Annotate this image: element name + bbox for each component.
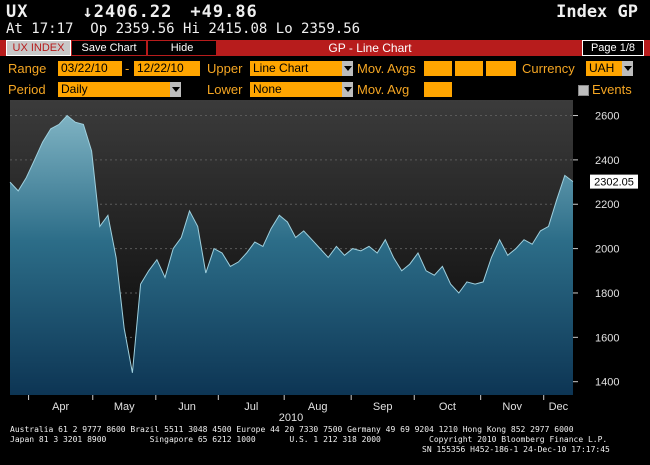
- save-chart-button[interactable]: Save Chart: [72, 41, 146, 55]
- y-axis: 1400 1600 1800 2000 2200 2400 2600: [573, 111, 619, 389]
- period-dropdown-icon[interactable]: [170, 82, 181, 97]
- last-price: ↓2406.22: [82, 2, 173, 22]
- x-tick-label: Jun: [178, 401, 196, 413]
- function-name: Index GP: [556, 2, 638, 22]
- mov-avg-lower-field[interactable]: [424, 82, 452, 97]
- low-value: Lo 2359.56: [275, 21, 361, 37]
- y-tick-label: 1800: [595, 288, 619, 300]
- footer-phones-1: Australia 61 2 9777 8600 Brazil 5511 304…: [10, 425, 574, 434]
- y-tick-label: 2000: [595, 244, 619, 256]
- ohlc-line: At 17:17 Op 2359.56 Hi 2415.08 Lo 2359.5…: [6, 21, 360, 37]
- x-tick-label: Apr: [52, 401, 69, 413]
- lower-select[interactable]: None: [250, 82, 342, 97]
- range-end-field[interactable]: 12/22/10: [134, 61, 200, 76]
- last-value-label: 2302.05: [594, 177, 634, 189]
- y-tick-label: 2200: [595, 199, 619, 211]
- y-tick-label: 1400: [595, 377, 619, 389]
- range-start-field[interactable]: 03/22/10: [58, 61, 122, 76]
- lower-label: Lower: [207, 82, 243, 97]
- upper-label: Upper: [207, 61, 243, 76]
- range-separator: -: [125, 61, 130, 76]
- x-tick-label: Dec: [549, 401, 569, 413]
- mov-avg-field-2[interactable]: [455, 61, 483, 76]
- security-button[interactable]: UX INDEX: [6, 40, 71, 56]
- upper-select[interactable]: Line Chart: [250, 61, 342, 76]
- price-line: [9, 114, 574, 373]
- upper-dropdown-icon[interactable]: [342, 61, 353, 76]
- mov-avg-field-3[interactable]: [486, 61, 516, 76]
- events-checkbox[interactable]: [578, 85, 589, 96]
- line-chart: 1400 1600 1800 2000 2200 2400 2600 Apr May Jun Ju…: [9, 100, 638, 424]
- currency-select[interactable]: UAH: [586, 61, 622, 76]
- lower-dropdown-icon[interactable]: [342, 82, 353, 97]
- mov-avg-field-1[interactable]: [424, 61, 452, 76]
- x-axis-year-label: 2010: [279, 412, 303, 424]
- x-tick-label: Aug: [308, 401, 328, 413]
- ticker-symbol: UX: [6, 2, 29, 22]
- events-label: Events: [592, 82, 632, 97]
- currency-label: Currency: [522, 61, 575, 76]
- open-value: Op 2359.56: [90, 21, 175, 37]
- price-area: [10, 115, 573, 395]
- footer-phones-2: Japan 81 3 3201 8900 Singapore 65 6212 1…: [10, 435, 608, 444]
- quote-line: UX ↓2406.22 +49.86: [6, 2, 258, 22]
- price-change: +49.86: [190, 2, 258, 22]
- page-indicator[interactable]: Page 1/8: [582, 40, 644, 56]
- y-tick-label: 2400: [595, 155, 619, 167]
- chart-title: GP - Line Chart: [328, 41, 412, 55]
- time-label: At 17:17: [6, 21, 74, 37]
- x-tick-label: Nov: [502, 401, 522, 413]
- mov-avg-label: Mov. Avg: [357, 82, 410, 97]
- x-tick-label: Oct: [439, 401, 456, 413]
- y-tick-label: 1600: [595, 332, 619, 344]
- mov-avgs-label: Mov. Avgs: [357, 61, 416, 76]
- hide-button[interactable]: Hide: [148, 41, 216, 55]
- footer-serial: SN 155356 H452-186-1 24-Dec-10 17:17:45: [422, 445, 610, 454]
- x-tick-label: Sep: [373, 401, 393, 413]
- high-value: Hi 2415.08: [183, 21, 268, 37]
- last-value-tag: 2302.05: [590, 174, 638, 189]
- period-select[interactable]: Daily: [58, 82, 170, 97]
- y-tick-label: 2600: [595, 111, 619, 123]
- x-axis: Apr May Jun Jul Aug Sep Oct Nov Dec: [28, 395, 569, 413]
- x-tick-label: May: [114, 401, 135, 413]
- range-label: Range: [8, 61, 47, 76]
- period-label: Period: [8, 82, 46, 97]
- currency-dropdown-icon[interactable]: [622, 61, 633, 76]
- x-tick-label: Jul: [244, 401, 258, 413]
